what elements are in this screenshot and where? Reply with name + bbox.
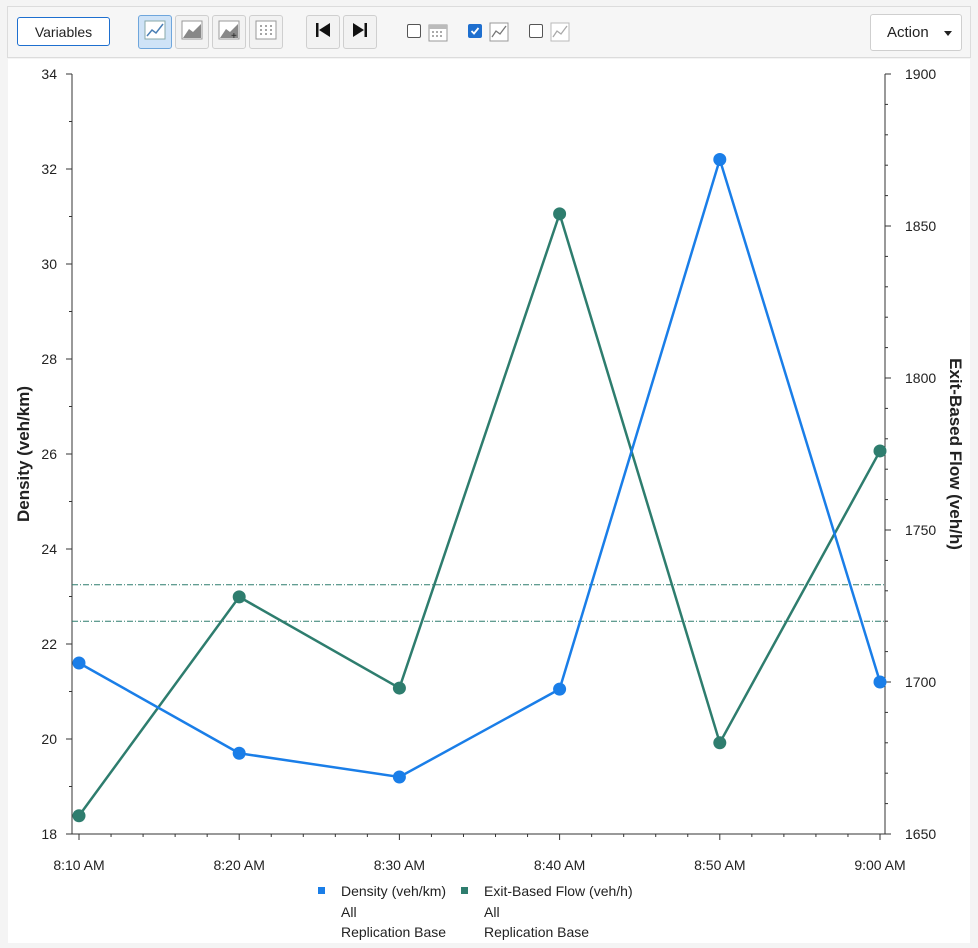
skip-to-start-icon: [314, 21, 332, 44]
series-line: [77, 209, 882, 817]
skip-to-start-button[interactable]: [306, 15, 340, 49]
show-reference-checkbox[interactable]: [468, 24, 482, 38]
legend-sublabel: All: [484, 904, 500, 920]
reference-lines: [72, 584, 885, 622]
y-left-tick-label: 22: [41, 636, 57, 652]
y-axis-left-title: Density (veh/km): [14, 386, 33, 522]
data-point: [72, 809, 86, 823]
variables-button[interactable]: Variables: [17, 17, 110, 46]
area-chart-view-button[interactable]: [175, 15, 209, 49]
legend-label: Density (veh/km): [341, 883, 446, 899]
y-left-tick-label: 26: [41, 446, 57, 462]
add-chart-button[interactable]: +: [212, 15, 246, 49]
y-axis-right-title: Exit-Based Flow (veh/h): [946, 358, 965, 550]
data-point: [553, 207, 567, 221]
y-left-tick-label: 32: [41, 161, 57, 177]
y-right-tick-label: 1800: [905, 370, 936, 386]
x-tick-label: 8:10 AM: [53, 857, 104, 873]
checkmark-icon: [470, 27, 480, 35]
data-point: [72, 656, 86, 670]
series-layer: [72, 153, 887, 823]
y-right-tick-label: 1650: [905, 826, 936, 842]
toolbar: Variables +: [7, 6, 971, 58]
chevron-down-icon: [944, 31, 952, 36]
line-chart-view-button[interactable]: [138, 15, 172, 49]
series-line: [78, 155, 882, 779]
x-tick-label: 8:20 AM: [214, 857, 265, 873]
data-point: [232, 746, 246, 760]
chart-background: [8, 59, 970, 943]
grid-icon: [255, 20, 277, 45]
legend-label: Exit-Based Flow (veh/h): [484, 883, 633, 899]
legend-marker: [461, 887, 468, 894]
data-point: [232, 590, 246, 604]
y-left-tick-label: 34: [41, 66, 57, 82]
legend-sublabel: Replication Base: [484, 924, 589, 940]
y-left-tick-label: 28: [41, 351, 57, 367]
data-point: [713, 153, 727, 166]
x-tick-label: 9:00 AM: [854, 857, 905, 873]
calendar-checkbox[interactable]: [407, 24, 421, 38]
y-right-tick-label: 1700: [905, 674, 936, 690]
data-point: [392, 770, 406, 784]
legend-marker: [318, 887, 325, 894]
y-left-tick-label: 30: [41, 256, 57, 272]
grid-view-button[interactable]: [249, 15, 283, 49]
y-right-tick-label: 1900: [905, 66, 936, 82]
y-left-tick-label: 18: [41, 826, 57, 842]
action-dropdown[interactable]: Action: [870, 14, 962, 51]
data-point: [392, 681, 406, 695]
data-point: [713, 736, 727, 750]
legend: Density (veh/km) All Replication Base Exit-…: [318, 883, 633, 940]
data-point: [873, 675, 887, 689]
legend-sublabel: All: [341, 904, 357, 920]
svg-text:+: +: [231, 31, 237, 40]
line-chart-icon: [144, 20, 166, 45]
data-point: [553, 682, 567, 696]
legend-sublabel: Replication Base: [341, 924, 446, 940]
line-chart-icon: [489, 22, 509, 47]
skip-to-end-icon: [351, 21, 369, 44]
line-chart-icon: [550, 22, 570, 47]
action-label: Action: [887, 24, 929, 41]
calendar-icon: [428, 22, 448, 47]
y-left-tick-label: 24: [41, 541, 57, 557]
data-point: [873, 444, 887, 458]
skip-to-end-button[interactable]: [343, 15, 377, 49]
axes: 18 20 22 24 26 28 30 32 34 1650 1700 1750 1800 1850 19…: [14, 66, 965, 873]
x-tick-label: 8:30 AM: [374, 857, 425, 873]
overlay-checkbox[interactable]: [529, 24, 543, 38]
y-right-tick-label: 1750: [905, 522, 936, 538]
y-left-tick-label: 20: [41, 731, 57, 747]
add-chart-icon: +: [218, 20, 240, 45]
x-tick-label: 8:40 AM: [534, 857, 585, 873]
x-tick-label: 8:50 AM: [694, 857, 745, 873]
area-chart-icon: [181, 20, 203, 45]
y-right-tick-label: 1850: [905, 218, 936, 234]
